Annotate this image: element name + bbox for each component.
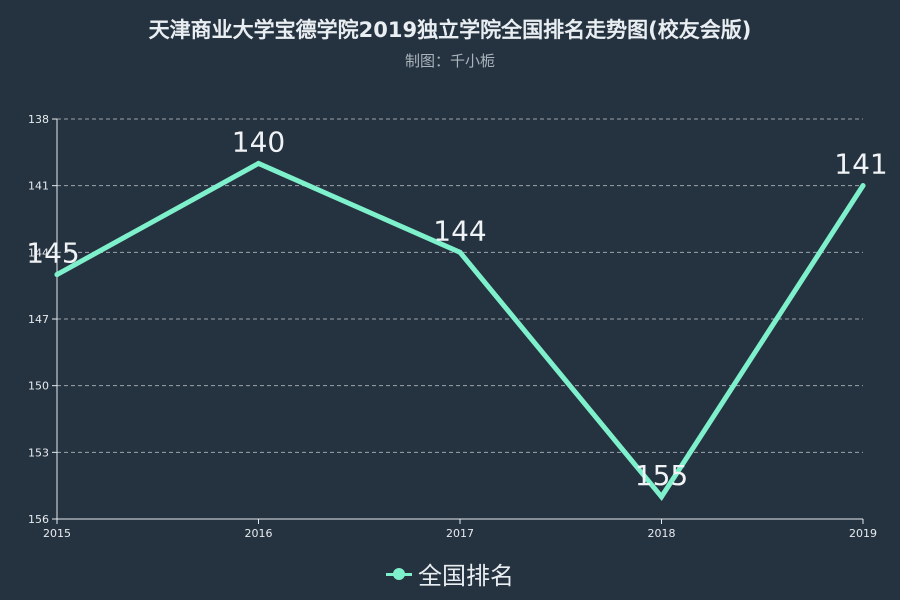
data-label: 145 [26,237,79,270]
legend: 全国排名 [0,556,900,591]
x-tick-label: 2017 [446,527,474,540]
legend-marker-icon [386,566,412,582]
data-label: 144 [433,214,486,247]
y-tick-label: 150 [28,380,49,393]
legend-item-national-rank[interactable]: 全国排名 [386,556,514,591]
data-label: 155 [635,459,688,492]
series-lines [54,160,866,502]
x-tick-label: 2019 [849,527,877,540]
data-label: 140 [232,125,285,158]
data-point[interactable] [659,494,664,500]
y-tick-label: 153 [28,446,49,459]
grid-lines [57,118,863,453]
x-tick-label: 2015 [43,527,71,540]
x-tick-label: 2016 [245,527,273,540]
chart-subtitle: 制图：千小栀 [404,52,495,70]
data-label: 141 [834,148,887,181]
legend-label: 全国排名 [418,562,514,590]
data-point[interactable] [54,272,60,278]
data-labels: 145 140 144 155 141 [26,125,887,491]
data-point[interactable] [256,160,261,166]
x-tick-label: 2018 [648,527,676,540]
y-tick-label: 144 [28,246,49,259]
y-tick-label: 156 [28,513,49,526]
y-tick-label: 141 [28,180,49,193]
data-point[interactable] [457,249,463,255]
y-tick-label: 138 [28,113,49,126]
data-point[interactable] [860,183,866,189]
chart-title: 天津商业大学宝德学院2019独立学院全国排名走势图(校友会版) [148,18,752,42]
y-tick-label: 147 [28,313,49,326]
